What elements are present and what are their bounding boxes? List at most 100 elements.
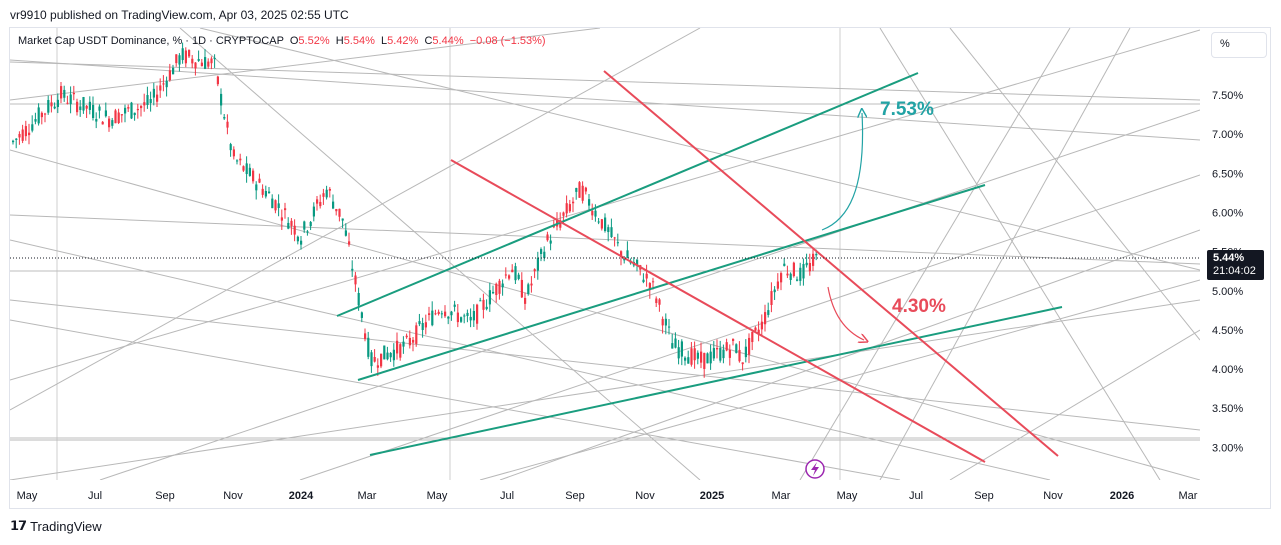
candle-body bbox=[479, 300, 482, 302]
bar-countdown: 21:04:02 bbox=[1213, 265, 1256, 277]
candle-body bbox=[136, 108, 139, 111]
candle-body bbox=[290, 220, 293, 226]
candle-body bbox=[18, 133, 21, 138]
candles bbox=[12, 42, 818, 378]
fan-line bbox=[10, 299, 1200, 431]
fan-line bbox=[179, 28, 701, 480]
candle-body bbox=[527, 284, 530, 294]
candle-body bbox=[693, 348, 696, 361]
fan-line bbox=[799, 28, 1071, 480]
x-tick-label: May bbox=[17, 490, 38, 502]
candle-body bbox=[184, 50, 187, 64]
candle-body bbox=[444, 311, 447, 317]
red-trend-line-upper[interactable] bbox=[603, 70, 1059, 457]
candle-body bbox=[360, 312, 363, 318]
candle-body bbox=[82, 97, 85, 111]
candle-body bbox=[476, 304, 479, 324]
channel-mid-line[interactable] bbox=[357, 184, 986, 381]
candle-body bbox=[386, 352, 389, 360]
x-axis[interactable]: May Jul Sep Nov 2024 Mar May Jul Sep Nov 2025 Mar Ma… bbox=[17, 490, 1198, 502]
candle-body bbox=[200, 62, 203, 67]
candle-body bbox=[277, 203, 280, 209]
candle-body bbox=[552, 226, 555, 228]
candle-body bbox=[764, 312, 767, 325]
fan-line bbox=[949, 329, 1200, 480]
candle-body bbox=[296, 236, 299, 242]
candle-body bbox=[540, 249, 543, 255]
candle-body bbox=[120, 114, 123, 116]
candle-body bbox=[268, 191, 271, 194]
candle-body bbox=[735, 344, 738, 353]
candle-body bbox=[341, 218, 344, 221]
last-price-value: 5.44% bbox=[1213, 252, 1245, 264]
candle-body bbox=[101, 121, 104, 125]
high-label: H bbox=[335, 35, 344, 47]
candle-body bbox=[127, 107, 130, 109]
candle-body bbox=[453, 304, 456, 307]
symbol-legend: Market Cap USDT Dominance, % · 1D · CRYP… bbox=[18, 35, 546, 47]
candle-body bbox=[568, 204, 571, 212]
candle-body bbox=[370, 352, 373, 367]
candle-body bbox=[559, 220, 562, 228]
candle-body bbox=[421, 323, 424, 331]
candle-body bbox=[626, 250, 629, 259]
channel-upper-line[interactable] bbox=[336, 72, 919, 317]
low-label: L bbox=[381, 35, 388, 47]
x-tick-label: Jul bbox=[88, 490, 102, 502]
y-tick-label: 6.50% bbox=[1212, 168, 1243, 180]
candle-body bbox=[437, 311, 440, 314]
candle-body bbox=[40, 112, 43, 118]
candle-body bbox=[549, 240, 552, 244]
candle-body bbox=[178, 55, 181, 65]
y-tick-label: 4.00% bbox=[1212, 364, 1243, 376]
candle-body bbox=[165, 80, 168, 88]
candle-body bbox=[354, 275, 357, 285]
fan-line bbox=[499, 229, 1200, 480]
x-tick-label: Nov bbox=[635, 490, 655, 502]
candle-body bbox=[591, 210, 594, 216]
candle-body bbox=[130, 102, 133, 119]
candle-body bbox=[146, 95, 149, 105]
symbol-name[interactable]: Market Cap USDT Dominance, % · 1D · CRYP… bbox=[18, 35, 284, 47]
change-value: −0.08 (−1.53%) bbox=[469, 35, 546, 47]
candle-body bbox=[111, 120, 114, 126]
candle-body bbox=[104, 110, 107, 117]
down-arrow bbox=[827, 286, 864, 340]
channel-lower-line[interactable] bbox=[369, 306, 1063, 456]
chart-area[interactable] bbox=[9, 27, 1271, 509]
candle-body bbox=[668, 326, 671, 328]
lightning-icon[interactable] bbox=[805, 459, 825, 479]
candle-body bbox=[213, 57, 216, 60]
red-trend-line-lower[interactable] bbox=[450, 159, 986, 463]
x-tick-label: 2024 bbox=[289, 490, 314, 502]
candle-body bbox=[805, 262, 808, 266]
candle-body bbox=[760, 321, 763, 330]
candle-body bbox=[482, 299, 485, 310]
candle-body bbox=[364, 333, 367, 340]
last-price-tag: 5.44% 21:04:02 bbox=[1207, 250, 1264, 280]
candle-body bbox=[767, 310, 770, 315]
unit-selector-button[interactable]: % bbox=[1211, 32, 1267, 58]
candle-body bbox=[168, 70, 171, 81]
candle-body bbox=[204, 57, 207, 69]
candle-body bbox=[140, 106, 143, 109]
candle-body bbox=[316, 199, 319, 204]
candle-body bbox=[348, 241, 351, 245]
candle-body bbox=[194, 62, 197, 69]
high-value: 5.54% bbox=[343, 35, 375, 47]
candle-body bbox=[405, 335, 408, 338]
trend-drawings[interactable] bbox=[10, 70, 1200, 463]
close-label: C bbox=[424, 35, 433, 47]
fan-line bbox=[10, 239, 1051, 480]
candle-body bbox=[434, 313, 437, 315]
fan-line bbox=[10, 319, 901, 480]
candle-body bbox=[156, 94, 159, 102]
y-tick-label: 3.00% bbox=[1212, 442, 1243, 454]
candle-body bbox=[472, 310, 475, 321]
candle-body bbox=[520, 279, 523, 298]
candle-body bbox=[207, 61, 210, 67]
tradingview-footer[interactable]: 𝟭𝟳 TradingView bbox=[10, 518, 102, 534]
x-tick-label: Mar bbox=[1179, 490, 1198, 502]
candle-body bbox=[744, 346, 747, 358]
